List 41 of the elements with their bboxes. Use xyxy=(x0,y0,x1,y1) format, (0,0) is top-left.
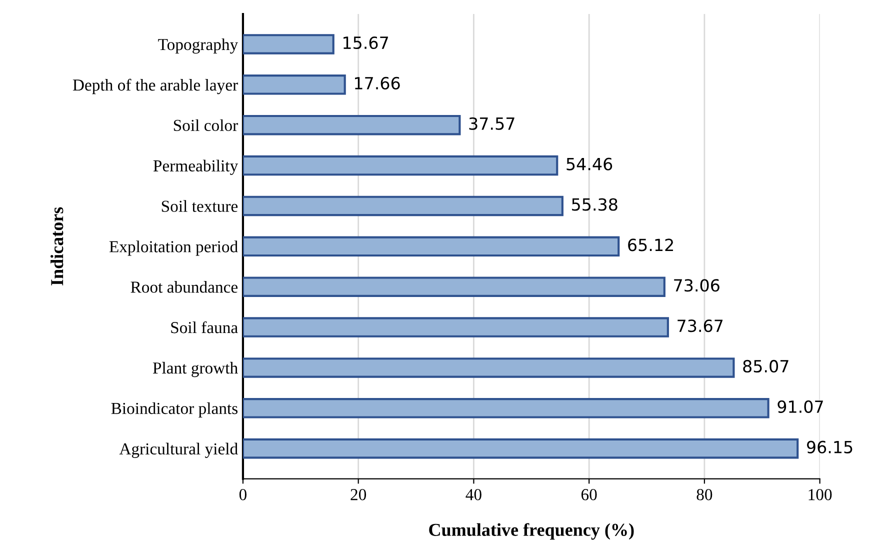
y-tick-label: Topography xyxy=(158,38,238,54)
bar xyxy=(242,34,334,54)
y-tick-label: Permeability xyxy=(153,160,238,175)
x-tick-label: 80 xyxy=(696,489,712,500)
data-label: 17.66 xyxy=(355,76,400,90)
data-label: 37.57 xyxy=(469,117,514,130)
data-label: 91.07 xyxy=(778,400,823,413)
x-tick-label: 20 xyxy=(350,489,366,500)
y-tick-label: Soil color xyxy=(174,119,238,132)
y-tick-label: Depth of the arable layer xyxy=(72,78,238,94)
y-tick-label: Agricultural yield xyxy=(119,442,238,458)
bar xyxy=(242,114,461,136)
bar xyxy=(242,358,735,378)
y-tick-label: Exploitation period xyxy=(109,240,238,256)
x-axis-title: Cumulative frequency (%) xyxy=(429,523,634,540)
bar xyxy=(242,74,346,95)
data-label: 54.46 xyxy=(566,158,612,170)
bar xyxy=(242,196,564,216)
data-label: 65.12 xyxy=(628,238,673,252)
x-tick-label: 60 xyxy=(581,489,597,500)
bar xyxy=(242,155,558,176)
bar xyxy=(242,236,620,257)
x-tick-label: 40 xyxy=(466,489,482,500)
bar xyxy=(242,398,770,418)
y-tick-label: Soil texture xyxy=(162,200,238,212)
y-axis-title: Indicators xyxy=(50,207,64,286)
y-tick-label: Root abundance xyxy=(130,281,238,293)
data-label: 15.67 xyxy=(344,36,388,50)
data-label: 96.15 xyxy=(806,440,852,454)
data-label: 55.38 xyxy=(572,198,618,211)
bar xyxy=(242,438,799,459)
bar xyxy=(242,276,666,297)
y-tick-label: Plant growth xyxy=(152,362,238,378)
y-tick-label: Bioindicator plants xyxy=(111,402,238,418)
bar xyxy=(242,317,669,338)
data-label: 85.07 xyxy=(743,360,788,373)
y-tick-label: Soil fauna xyxy=(171,321,238,334)
data-label: 73.67 xyxy=(678,320,723,332)
x-tick-label: 100 xyxy=(808,489,832,500)
data-label: 73.06 xyxy=(674,279,720,292)
x-tick-label: 0 xyxy=(239,489,247,500)
